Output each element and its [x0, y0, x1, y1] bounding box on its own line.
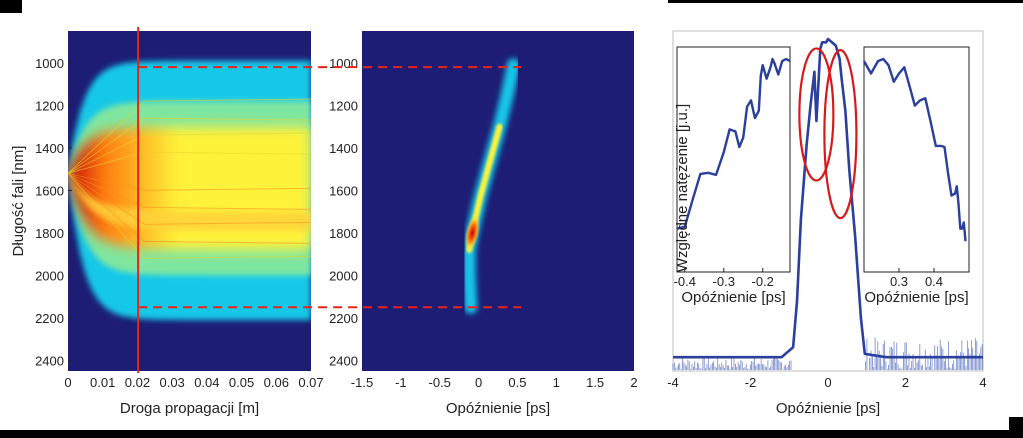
- inset-x-tick-label: -0.2: [752, 274, 774, 289]
- inset-left: -0.4 -0.3 -0.2 Opóźnienie [ps]: [674, 46, 791, 306]
- panel-intensity: -4 -2 0 2 4 Opóźnienie [ps] -0.4 -0.3 -0.2 Opó…: [667, 30, 987, 417]
- y-tick-label: 2000: [329, 268, 358, 283]
- highlight-ellipse-right: [823, 49, 858, 220]
- corner-bar: [0, 0, 22, 13]
- panel1-x-ticks: 0 0.01 0.02 0.03 0.04 0.05 0.06 0.07: [64, 375, 323, 390]
- x-tick-label: 0.01: [90, 375, 115, 390]
- panel2-background: [362, 31, 634, 371]
- y-tick-label: 1400: [329, 141, 358, 156]
- y-tick-label: 1200: [35, 98, 64, 113]
- x-tick-label: -4: [667, 375, 679, 390]
- y-tick-label: 2000: [35, 268, 64, 283]
- fan-line: [68, 98, 311, 174]
- y-tick-label: 1800: [329, 226, 358, 241]
- panel3-ylabel: Względne natężenie [j.u.]: [674, 104, 691, 272]
- x-tick-label: -2: [745, 375, 757, 390]
- x-tick-label: 2: [902, 375, 909, 390]
- y-tick-label: 1600: [329, 183, 358, 198]
- x-tick-label: 0: [475, 375, 482, 390]
- y-tick-label: 1600: [35, 183, 64, 198]
- inset-right-frame: [863, 46, 970, 273]
- fan-line: [68, 173, 311, 259]
- x-tick-label: 1: [553, 375, 560, 390]
- y-tick-label: 1000: [35, 56, 64, 71]
- fan-line: [68, 172, 311, 225]
- x-tick-label: 0.04: [194, 375, 219, 390]
- panel1-ylabel: Długość fali [nm]: [10, 146, 27, 257]
- x-tick-label: 0.02: [125, 375, 150, 390]
- inset-x-tick-label: -0.4: [674, 274, 696, 289]
- bottom-bar: [0, 430, 1023, 438]
- x-tick-label: 0: [64, 375, 71, 390]
- fan-line: [68, 117, 311, 174]
- y-tick-label: 1000: [329, 56, 358, 71]
- inset-right-x-ticks: 0.3 0.4: [890, 268, 943, 289]
- panel1-y-ticks: 1000 1200 1400 1600 1800 2000 2200 2400: [35, 56, 72, 368]
- fan-line: [68, 173, 311, 244]
- x-tick-label: 4: [979, 375, 986, 390]
- y-tick-label: 2200: [35, 311, 64, 326]
- inset-left-xlabel: Opóźnienie [ps]: [681, 289, 785, 306]
- y-tick-label: 2400: [329, 353, 358, 368]
- panel3-xlabel: Opóźnienie [ps]: [776, 400, 880, 417]
- spectrum-core: [68, 126, 311, 250]
- panel3-x-ticks: -4 -2 0 2 4: [667, 375, 986, 390]
- series-intensity: [673, 37, 983, 359]
- x-tick-label: 0.06: [264, 375, 289, 390]
- x-tick-label: 1.5: [586, 375, 604, 390]
- y-tick-label: 1400: [35, 141, 64, 156]
- x-tick-label: 0.05: [229, 375, 254, 390]
- x-tick-label: 0.07: [298, 375, 323, 390]
- highlight-ellipse-left: [798, 47, 835, 182]
- inset-left-frame: [676, 46, 791, 273]
- fan-lines: [68, 98, 311, 259]
- inset-left-series: [676, 57, 791, 230]
- x-tick-label: -1.5: [351, 375, 373, 390]
- y-tick-label: 1200: [329, 98, 358, 113]
- x-tick-label: 0.5: [508, 375, 526, 390]
- x-tick-label: 0: [824, 375, 831, 390]
- y-tick-label: 2200: [329, 311, 358, 326]
- x-tick-label: -0.5: [429, 375, 451, 390]
- x-tick-label: 0.03: [159, 375, 184, 390]
- inset-left-x-ticks: -0.4 -0.3 -0.2: [674, 268, 774, 289]
- inset-right: 0.3 0.4 Opóźnienie [ps]: [862, 46, 970, 306]
- panel1-heatmap: [68, 60, 311, 321]
- panel-propagation: 1000 1200 1400 1600 1800 2000 2200 2400 0 0.01 0.…: [10, 27, 324, 417]
- x-tick-label: -1: [395, 375, 407, 390]
- panel2-xlabel: Opóźnienie [ps]: [446, 400, 550, 417]
- fan-line: [68, 172, 311, 210]
- panel2-heatmap: [462, 58, 520, 314]
- spectrum-band: [68, 173, 311, 231]
- top-line: [668, 0, 1023, 3]
- panel2-y-ticks: 1000 1200 1400 1600 1800 2000 2200 2400: [329, 56, 358, 369]
- connector-lines: [138, 66, 522, 309]
- inset-x-tick-label: 0.3: [890, 274, 908, 289]
- inset-x-tick-label: 0.4: [925, 274, 943, 289]
- fan-line: [68, 132, 311, 174]
- inset-right-series: [862, 57, 967, 242]
- panel1-xlabel: Droga propagacji [m]: [120, 400, 259, 417]
- trace-hotspot: [464, 215, 481, 251]
- inset-x-tick-label: -0.3: [713, 274, 735, 289]
- y-tick-label: 2400: [35, 353, 64, 368]
- inset-right-xlabel: Opóźnienie [ps]: [864, 289, 968, 306]
- x-tick-label: 2: [630, 375, 637, 390]
- fan-line: [68, 172, 311, 191]
- y-tick-label: 1800: [35, 226, 64, 241]
- fan-line: [68, 151, 311, 174]
- panel2-x-ticks: -1.5 -1 -0.5 0 0.5 1 1.5 2: [351, 375, 638, 390]
